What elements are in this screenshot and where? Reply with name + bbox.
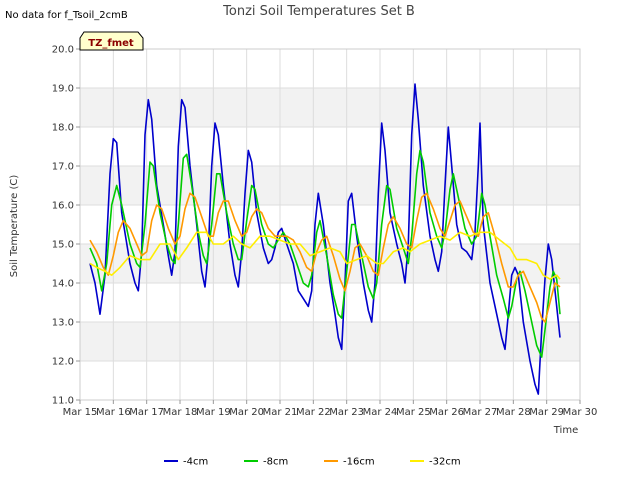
background-band	[80, 322, 580, 361]
x-tick-label: Mar 27	[463, 407, 498, 418]
y-axis-title: Soil Temperature (C)	[9, 175, 20, 278]
x-tick-label: Mar 28	[496, 407, 531, 418]
no-data-note: No data for f_Tsoil_2cmB	[5, 10, 128, 21]
x-tick-label: Mar 26	[429, 407, 464, 418]
y-tick-label: 15.0	[52, 240, 74, 251]
plot-area-frame	[79, 48, 581, 401]
y-tick-label: 20.0	[52, 45, 74, 56]
x-tick-label: Mar 23	[329, 407, 364, 418]
x-tick-label: Mar 30	[563, 407, 598, 418]
x-tick-label: Mar 20	[229, 407, 264, 418]
x-tick-label: Mar 18	[163, 407, 198, 418]
y-tick-label: 14.0	[52, 279, 74, 290]
x-tick-label: Mar 24	[363, 407, 398, 418]
y-tick-label: 18.0	[52, 123, 74, 134]
x-tick-label: Mar 25	[396, 407, 431, 418]
tag-box	[79, 31, 144, 51]
y-tick-label: 16.0	[52, 201, 74, 212]
legend-label: -8cm	[263, 457, 288, 468]
x-tick-label: Mar 29	[529, 407, 564, 418]
x-tick-label: Mar 21	[263, 407, 298, 418]
x-tick-label: Mar 16	[96, 407, 131, 418]
series-line-16cm	[89, 192, 561, 323]
x-tick-label: Mar 15	[63, 407, 98, 418]
background-band	[80, 88, 580, 127]
legend-label: -4cm	[183, 457, 208, 468]
y-tick-label: 11.0	[52, 396, 74, 407]
background-bands	[80, 88, 580, 361]
legend-label: -32cm	[429, 457, 461, 468]
background-band	[80, 166, 580, 205]
y-axis-ticks: 11.0 12.0 13.0 14.0 15.0 16.0 17.0 18.0 19.0 20.0	[52, 45, 80, 407]
legend-label: -16cm	[343, 457, 375, 468]
series-line-4cm	[89, 83, 561, 395]
series-line-8cm	[89, 149, 561, 358]
x-axis-title: Time	[553, 425, 578, 436]
y-tick-label: 17.0	[52, 162, 74, 173]
y-tick-label: 12.0	[52, 357, 74, 368]
tag-label: TZ_fmet	[88, 38, 134, 49]
series-lines	[89, 83, 561, 395]
legend: -4cm -8cm -16cm -32cm	[164, 457, 461, 468]
x-tick-label: Mar 19	[196, 407, 231, 418]
series-line-32cm	[89, 231, 561, 280]
x-tick-label: Mar 22	[296, 407, 331, 418]
chart-title: Tonzi Soil Temperatures Set B	[222, 4, 415, 19]
tz-fmet-tag: TZ_fmet	[79, 31, 144, 51]
x-tick-label: Mar 17	[129, 407, 164, 418]
y-tick-label: 19.0	[52, 84, 74, 95]
y-tick-label: 13.0	[52, 318, 74, 329]
